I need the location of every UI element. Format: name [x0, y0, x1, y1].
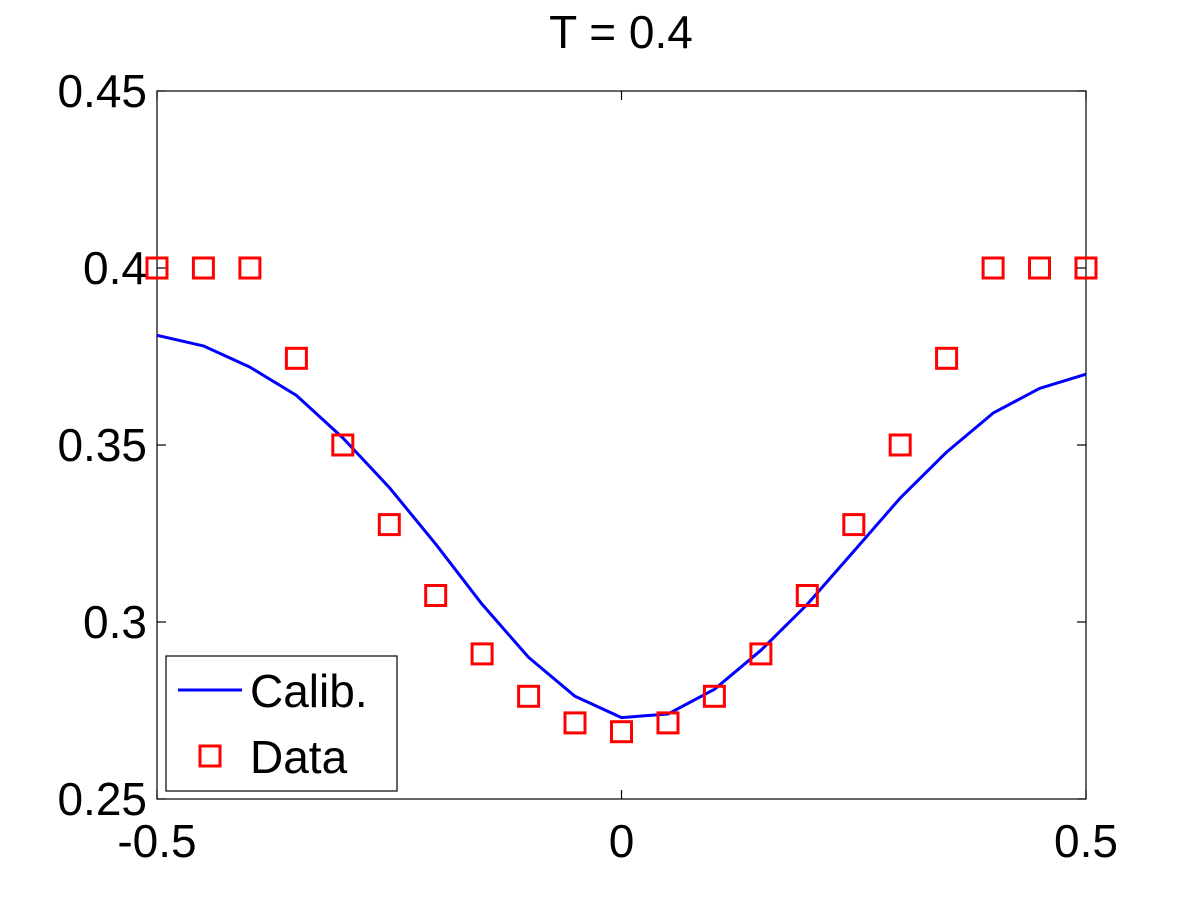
y-tick-label: 0.35 — [57, 419, 147, 471]
y-tick-label: 0.3 — [83, 596, 147, 648]
y-tick-label: 0.4 — [83, 242, 147, 294]
data-point-marker — [284, 346, 308, 370]
data-point-marker — [1074, 256, 1098, 280]
x-tick-label: -0.5 — [117, 815, 196, 867]
data-point-marker — [656, 711, 680, 735]
data-point-marker — [610, 720, 633, 744]
series-layer — [145, 256, 1098, 744]
data-point-marker — [238, 256, 262, 280]
data-point-marker — [702, 684, 726, 708]
x-tick-label: 0 — [609, 815, 635, 867]
data-point-marker — [795, 584, 819, 607]
series-line-calib — [156, 333, 1087, 720]
data-point-marker — [563, 711, 587, 735]
data-point-marker — [517, 684, 541, 708]
data-point-marker — [424, 584, 448, 607]
data-point-marker — [981, 256, 1005, 280]
data-point-marker — [145, 256, 169, 280]
data-point-marker — [842, 513, 866, 537]
chart-title: T = 0.4 — [549, 6, 693, 58]
data-point-marker — [470, 642, 494, 666]
legend-label-data: Data — [250, 731, 348, 783]
y-tick-label: 0.45 — [57, 65, 147, 117]
data-point-marker — [749, 642, 773, 666]
data-point-marker — [191, 256, 215, 280]
data-point-marker — [377, 513, 401, 537]
data-point-marker — [331, 433, 355, 457]
axis-ticks: -0.5 0 0.5 0.25 0.3 0.35 0.4 0.45 — [57, 65, 1118, 867]
legend: Calib. Data — [165, 655, 398, 792]
legend-label-calib: Calib. — [250, 665, 368, 717]
data-point-marker — [935, 346, 959, 370]
data-point-marker — [1028, 256, 1051, 280]
x-tick-label: 0.5 — [1054, 815, 1118, 867]
data-point-marker — [888, 433, 912, 457]
legend-box — [165, 655, 398, 792]
legend-square-swatch — [198, 744, 222, 768]
y-tick-label: 0.25 — [57, 773, 147, 825]
